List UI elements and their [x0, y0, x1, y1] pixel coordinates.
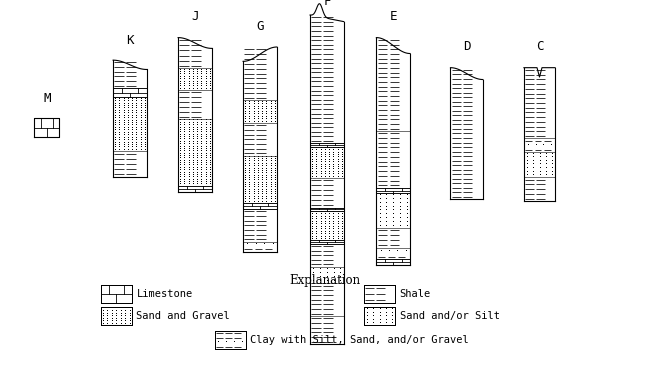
Bar: [113, 88, 147, 97]
Text: Clay with Silt, Sand, and/or Gravel: Clay with Silt, Sand, and/or Gravel: [250, 335, 469, 345]
Text: F: F: [323, 0, 331, 8]
Text: M: M: [43, 92, 51, 105]
Text: C: C: [536, 39, 543, 53]
Bar: [178, 68, 212, 90]
Bar: [113, 151, 147, 177]
Bar: [524, 152, 555, 177]
Bar: [310, 316, 344, 344]
Bar: [310, 283, 344, 316]
Bar: [376, 248, 410, 259]
Bar: [376, 259, 410, 265]
Text: Sand and/or Silt: Sand and/or Silt: [400, 311, 500, 321]
Bar: [450, 68, 483, 199]
Bar: [178, 119, 212, 186]
Bar: [364, 285, 395, 303]
Bar: [310, 267, 344, 283]
Bar: [310, 178, 344, 208]
Text: Explanation: Explanation: [289, 274, 361, 288]
Bar: [178, 38, 212, 68]
Bar: [243, 203, 277, 209]
Bar: [101, 285, 132, 303]
Bar: [376, 193, 410, 227]
Text: G: G: [256, 20, 264, 33]
Bar: [214, 331, 246, 349]
Bar: [524, 177, 555, 201]
Bar: [178, 186, 212, 192]
Bar: [178, 90, 212, 119]
Bar: [243, 209, 277, 242]
Bar: [376, 38, 410, 131]
Bar: [101, 307, 132, 325]
Bar: [243, 242, 277, 252]
Bar: [310, 240, 344, 244]
Text: D: D: [463, 39, 471, 53]
Bar: [376, 131, 410, 188]
Text: Sand and Gravel: Sand and Gravel: [136, 311, 230, 321]
Bar: [310, 147, 344, 178]
Bar: [376, 188, 410, 193]
Bar: [310, 143, 344, 147]
Bar: [34, 118, 59, 137]
Text: K: K: [126, 34, 134, 47]
Bar: [310, 211, 344, 240]
Text: Shale: Shale: [400, 289, 431, 299]
Bar: [310, 15, 344, 143]
Text: J: J: [191, 9, 199, 23]
Bar: [243, 156, 277, 203]
Bar: [310, 244, 344, 267]
Bar: [113, 97, 147, 151]
Bar: [243, 47, 277, 100]
Text: E: E: [389, 9, 397, 23]
Text: Limestone: Limestone: [136, 289, 193, 299]
Bar: [524, 68, 555, 138]
Bar: [364, 307, 395, 325]
Bar: [113, 60, 147, 88]
Bar: [310, 208, 344, 211]
Bar: [376, 227, 410, 248]
Bar: [243, 100, 277, 123]
Bar: [524, 138, 555, 152]
Bar: [243, 123, 277, 156]
